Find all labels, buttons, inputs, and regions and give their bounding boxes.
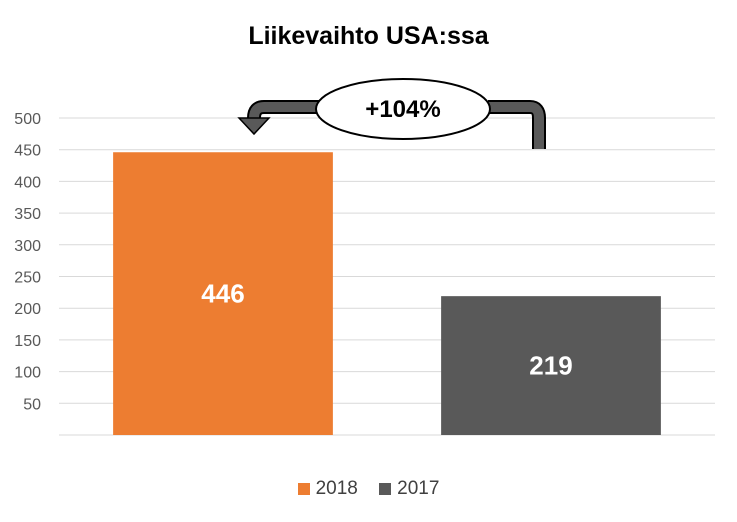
growth-annotation: +104% (237, 78, 546, 149)
y-tick-label-450: 450 (14, 143, 41, 160)
annotation-arrow-right (488, 102, 544, 149)
y-tick-label-150: 150 (14, 333, 41, 350)
bar-label-2018: 446 (201, 279, 244, 309)
annotation-ellipse (315, 78, 491, 140)
chart-title: Liikevaihto USA:ssa (248, 22, 489, 50)
legend-swatch-2018 (297, 483, 310, 495)
y-tick-label-350: 350 (14, 206, 41, 223)
annotation-text: +104% (365, 96, 440, 123)
y-tick-label-300: 300 (14, 238, 41, 255)
bar-data-labels: 446 219 (201, 279, 572, 381)
y-tick-label-400: 400 (14, 174, 41, 191)
legend-item-2017: 2017 (379, 478, 439, 500)
annotation-arrow-right-shadow (488, 100, 546, 149)
y-tick-label-250: 250 (14, 270, 41, 287)
legend-label-2018: 2018 (315, 478, 358, 499)
bar-2017 (441, 296, 661, 435)
legend-swatch-2017 (379, 483, 392, 495)
bar-label-2017: 219 (529, 351, 572, 381)
legend-label-2017: 2017 (397, 478, 440, 499)
y-tick-label-500: 500 (14, 111, 41, 128)
y-tick-label-200: 200 (14, 301, 41, 318)
y-tick-label-100: 100 (14, 365, 41, 382)
y-tick-label-50: 50 (23, 396, 41, 413)
annotation-arrowhead (237, 117, 271, 136)
y-axis-tick-labels: 50 100 150 200 250 300 350 400 450 500 (14, 111, 41, 413)
bar-2018 (113, 152, 333, 435)
bars (113, 152, 661, 435)
legend: 2018 2017 (0, 478, 737, 501)
legend-item-2018: 2018 (297, 478, 358, 500)
